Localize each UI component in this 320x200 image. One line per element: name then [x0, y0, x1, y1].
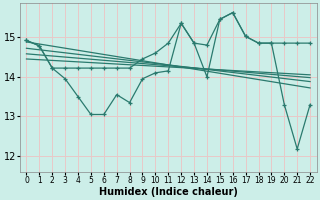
- X-axis label: Humidex (Indice chaleur): Humidex (Indice chaleur): [99, 187, 238, 197]
